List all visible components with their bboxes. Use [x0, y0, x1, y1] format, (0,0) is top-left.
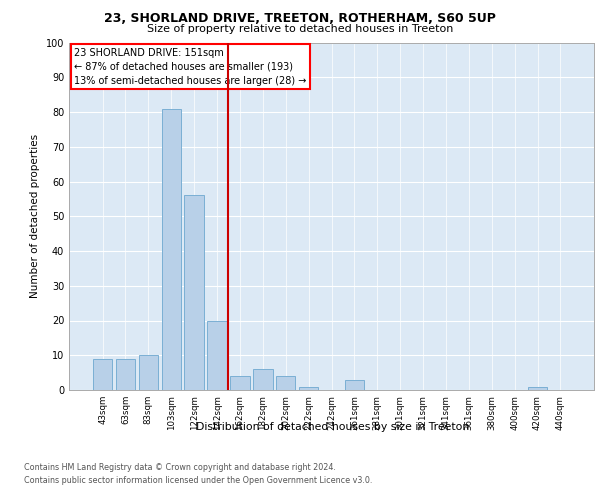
Bar	[528, 386, 547, 390]
Bar	[253, 369, 272, 390]
Bar	[230, 376, 250, 390]
Bar	[208, 320, 227, 390]
Text: 23 SHORLAND DRIVE: 151sqm
← 87% of detached houses are smaller (193)
13% of semi: 23 SHORLAND DRIVE: 151sqm ← 87% of detac…	[74, 48, 307, 86]
Text: 23, SHORLAND DRIVE, TREETON, ROTHERHAM, S60 5UP: 23, SHORLAND DRIVE, TREETON, ROTHERHAM, …	[104, 12, 496, 26]
Bar	[299, 386, 319, 390]
Bar	[116, 358, 135, 390]
Bar	[276, 376, 295, 390]
Y-axis label: Number of detached properties: Number of detached properties	[30, 134, 40, 298]
Text: Contains public sector information licensed under the Open Government Licence v3: Contains public sector information licen…	[24, 476, 373, 485]
Bar	[93, 358, 112, 390]
Bar	[139, 355, 158, 390]
Text: Distribution of detached houses by size in Treeton: Distribution of detached houses by size …	[196, 422, 470, 432]
Bar	[161, 108, 181, 390]
Bar	[344, 380, 364, 390]
Bar	[184, 196, 204, 390]
Text: Contains HM Land Registry data © Crown copyright and database right 2024.: Contains HM Land Registry data © Crown c…	[24, 462, 336, 471]
Text: Size of property relative to detached houses in Treeton: Size of property relative to detached ho…	[147, 24, 453, 34]
